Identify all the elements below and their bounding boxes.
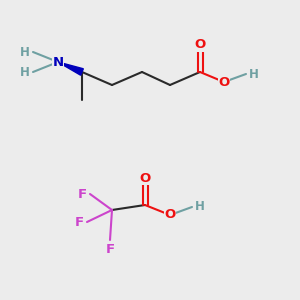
Text: F: F	[78, 188, 87, 200]
Text: H: H	[20, 65, 30, 79]
Text: O: O	[164, 208, 175, 221]
Text: O: O	[218, 76, 230, 88]
Text: O: O	[140, 172, 151, 184]
Text: O: O	[194, 38, 206, 52]
Text: H: H	[249, 68, 259, 80]
Text: H: H	[195, 200, 205, 214]
Text: H: H	[20, 46, 30, 59]
Text: F: F	[105, 243, 115, 256]
Polygon shape	[58, 62, 83, 75]
Text: F: F	[75, 215, 84, 229]
Text: N: N	[52, 56, 64, 68]
